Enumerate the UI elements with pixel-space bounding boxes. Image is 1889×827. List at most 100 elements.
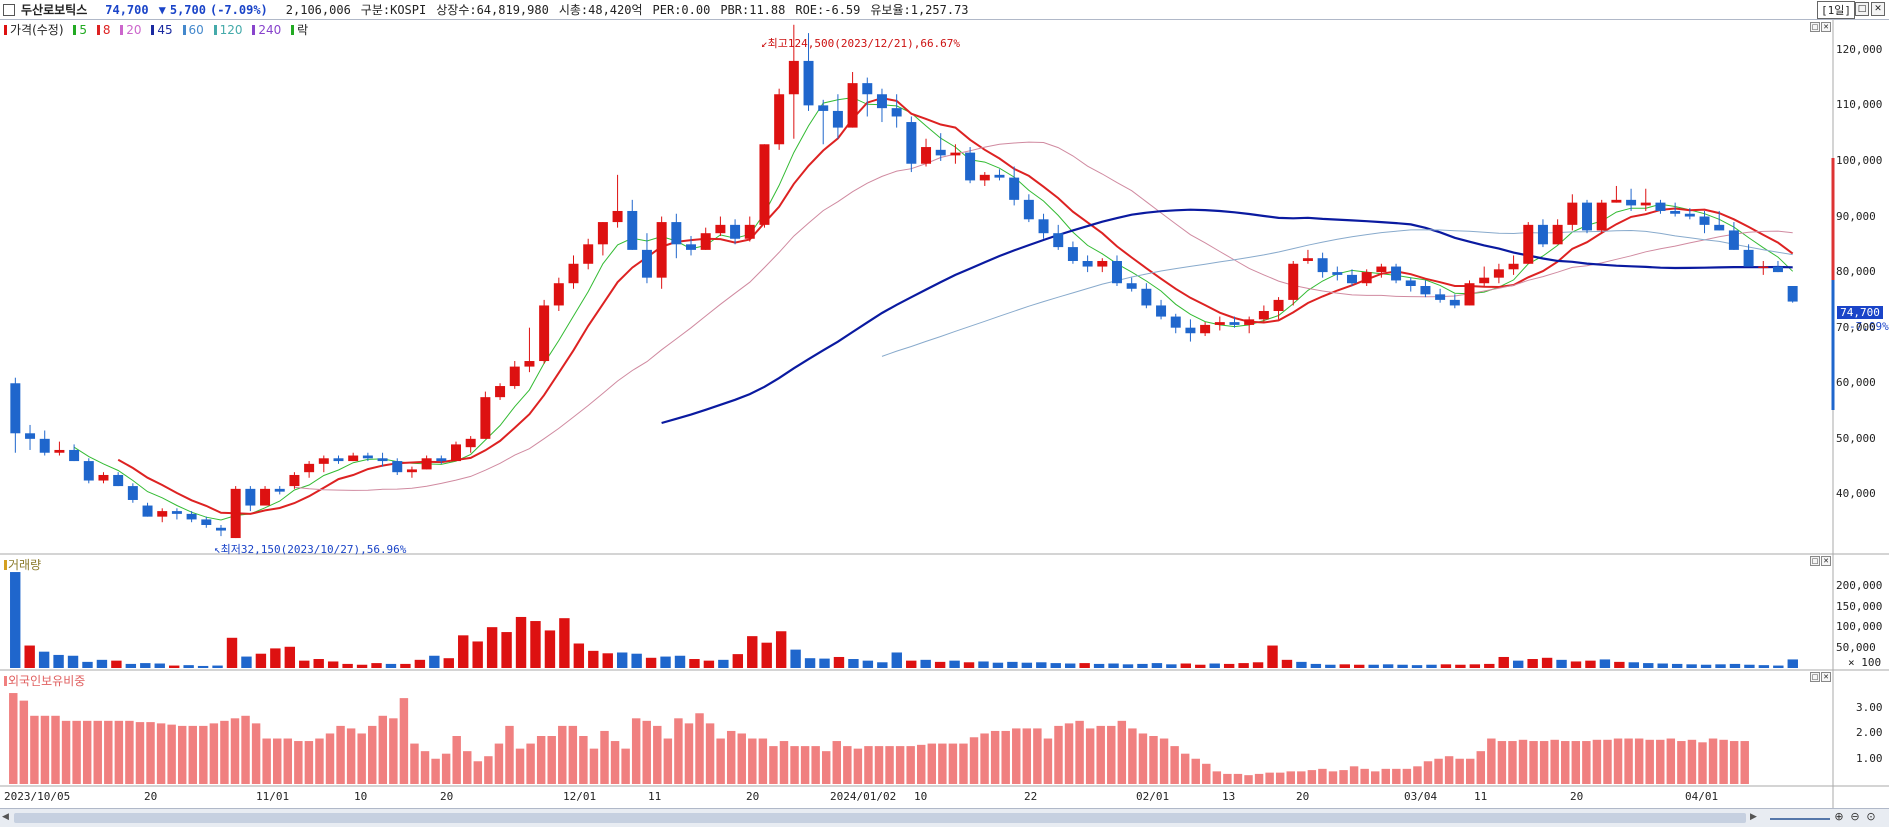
volume-bar [400, 663, 411, 668]
chart-canvas[interactable] [0, 0, 1889, 808]
foreign-bar [726, 730, 736, 784]
volume-axis-tick: 150,000 [1836, 599, 1883, 613]
candle [333, 458, 344, 462]
period-selector[interactable]: [1일] [1817, 1, 1855, 19]
legend-ma-60[interactable]: 60 [182, 23, 207, 37]
zoom-reset-icon[interactable]: ⊙ [1866, 810, 1876, 823]
candle [1420, 286, 1431, 295]
panel-close-button[interactable]: ✕ [1821, 672, 1831, 682]
panel-restore-button[interactable]: □ [1810, 22, 1820, 32]
candle [1449, 299, 1460, 306]
foreign-bar [1550, 739, 1559, 784]
foreign-bar [1275, 772, 1285, 784]
candle [1523, 224, 1534, 264]
panel-close-button[interactable]: ✕ [1821, 556, 1831, 566]
legend-ma-8[interactable]: 8 [96, 23, 114, 37]
legend-ma-240[interactable]: 240 [252, 23, 284, 37]
zoom-slider-icon[interactable] [1770, 810, 1830, 820]
foreign-bar [705, 723, 715, 784]
restore-button[interactable]: □ [1855, 2, 1869, 16]
panel-checkbox[interactable] [3, 3, 15, 16]
legend-last[interactable]: 락 [291, 23, 311, 37]
candle [1552, 224, 1563, 245]
legend-ma-20[interactable]: 20 [120, 23, 144, 37]
volume-bar [327, 661, 339, 668]
foreign-bar [610, 741, 620, 784]
scroll-right-icon[interactable]: ▶ [1750, 812, 1757, 822]
candle [1582, 202, 1593, 231]
volume-bar [82, 661, 93, 668]
foreign-bar [1233, 773, 1243, 784]
horizontal-scrollbar[interactable]: ◀ ▶ ⊕ ⊖ ⊙ [0, 808, 1889, 827]
foreign-bar [325, 733, 335, 784]
volume-axis-tick: 50,000 [1836, 640, 1876, 654]
candle [406, 469, 417, 473]
foreign-bar [1508, 741, 1517, 784]
legend-ma-45[interactable]: 45 [151, 23, 175, 37]
foreign-bar [51, 715, 60, 784]
foreign-bar [1318, 768, 1327, 784]
volume-bar [183, 665, 194, 668]
foreign-bar [885, 746, 894, 784]
scroll-thumb[interactable] [14, 813, 1746, 823]
volume-bar [1455, 664, 1466, 668]
volume-bar [703, 660, 715, 668]
foreign-bar [262, 738, 271, 784]
foreign-bar [811, 746, 820, 784]
zoom-in-icon[interactable]: ⊕ [1834, 810, 1844, 823]
candle [906, 122, 917, 164]
foreign-bar [779, 741, 789, 784]
foreign-bar [1001, 730, 1010, 784]
candle [597, 222, 608, 245]
price-axis-tick: 100,000 [1836, 153, 1883, 167]
foreign-bar [125, 720, 134, 784]
date-axis-tick: 11 [648, 790, 662, 803]
panel-close-button[interactable]: ✕ [1821, 22, 1831, 32]
legend-ma-5[interactable]: 5 [73, 23, 90, 37]
foreign-bar [1138, 733, 1148, 784]
foreign-bar [1265, 772, 1274, 784]
candle [671, 222, 682, 245]
volume-bar [906, 660, 917, 668]
legend-price[interactable]: 가격(수정) [4, 23, 67, 37]
legend-ma-120[interactable]: 120 [213, 23, 246, 37]
foreign-bar [600, 730, 609, 784]
volume-bar [1686, 664, 1697, 668]
zoom-out-icon[interactable]: ⊖ [1850, 810, 1860, 823]
volume-bar [197, 665, 209, 668]
panel-restore-button[interactable]: □ [1810, 556, 1820, 566]
candle [1053, 233, 1064, 248]
candle [539, 305, 550, 362]
candle [803, 60, 814, 106]
candle [759, 144, 770, 225]
candle [318, 458, 329, 464]
candle [142, 505, 153, 517]
foreign-bar [30, 715, 39, 784]
foreign-bar [1349, 766, 1359, 784]
volume-bar [1195, 664, 1206, 668]
price-axis-tick: 40,000 [1836, 487, 1876, 501]
volume-bar [443, 658, 454, 668]
foreign-bar [1413, 766, 1422, 784]
foreign-bar [853, 748, 863, 784]
volume-bar [1512, 660, 1524, 668]
scroll-left-icon[interactable]: ◀ [2, 812, 9, 822]
volume-bar [573, 643, 585, 668]
price-change-pct: (-7.09%) [209, 2, 268, 17]
foreign-bar [1064, 723, 1074, 784]
candle [171, 511, 182, 514]
foreign-bar [558, 725, 567, 784]
foreign-bar [1666, 738, 1676, 784]
foreign-bar [1297, 771, 1306, 784]
foreign-bar [1107, 725, 1116, 784]
candle [1244, 319, 1255, 325]
close-button[interactable]: ✕ [1871, 2, 1885, 16]
candle [157, 511, 168, 517]
foreign-bar [1149, 736, 1158, 784]
candle [1156, 305, 1167, 317]
foreign-bar [93, 720, 102, 784]
panel-restore-button[interactable]: □ [1810, 672, 1820, 682]
foreign-bar [209, 723, 219, 784]
foreign-bar [505, 725, 514, 784]
